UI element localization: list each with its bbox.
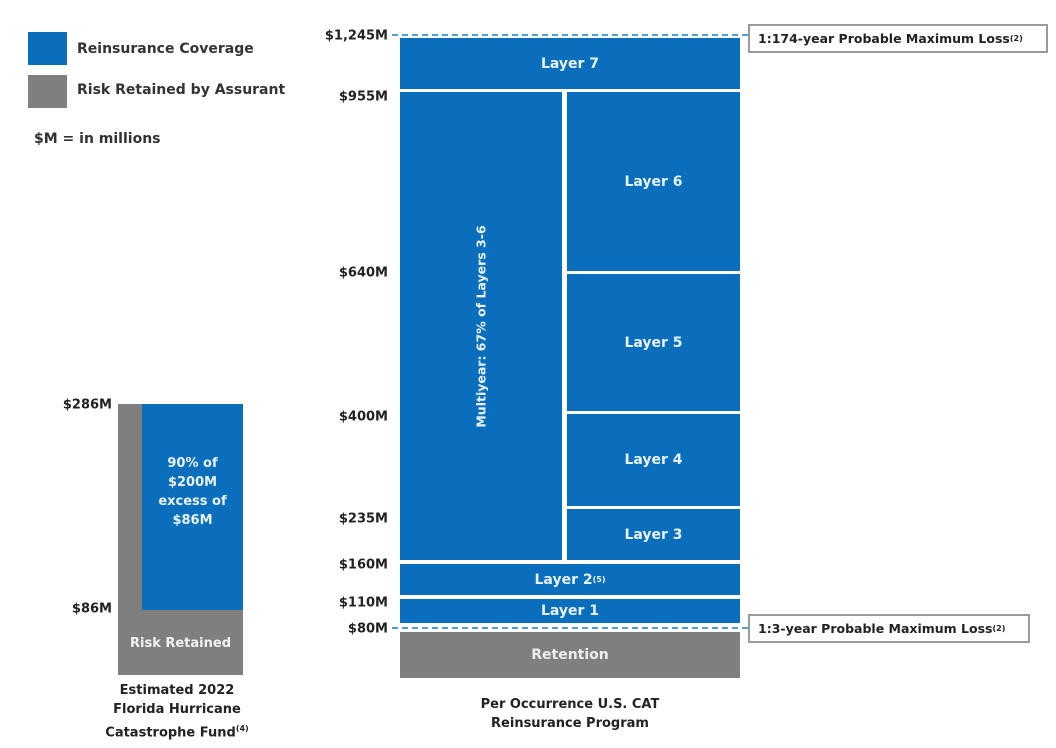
fhcf-y-label-bottom: $86M — [71, 601, 112, 617]
program-caption: Per Occurrence U.S. CAT Reinsurance Prog… — [440, 695, 700, 733]
pml-174-box: 1:174-year Probable Maximum Loss (2) — [748, 24, 1048, 53]
program-caption-line: Per Occurrence U.S. CAT — [480, 697, 660, 712]
fhcf-caption: Estimated 2022 Florida Hurricane Catastr… — [77, 681, 277, 742]
y-label-400: $400M — [338, 409, 388, 425]
layer-6: Layer 6 — [567, 92, 740, 271]
program-caption-line: Reinsurance Program — [491, 716, 649, 731]
legend-swatch-retained — [28, 75, 67, 108]
legend-label-retained: Risk Retained by Assurant — [77, 82, 286, 98]
fhcf-coverage-block: 90% of $200M excess of $86M — [142, 404, 243, 610]
footnote-marker: (5) — [592, 575, 606, 584]
fhcf-risk-retained-label: Risk Retained — [118, 612, 243, 675]
legend-label-reinsurance: Reinsurance Coverage — [77, 41, 254, 57]
fhcf-coverage-line: $86M — [172, 513, 213, 528]
layer-1: Layer 1 — [400, 599, 740, 623]
footnote-marker: (2) — [1009, 34, 1023, 43]
footnote-marker: (2) — [992, 624, 1006, 633]
pml-174-label: 1:174-year Probable Maximum Loss — [758, 31, 1010, 46]
fhcf-caption-text: Catastrophe Fund — [105, 725, 236, 741]
layer-5: Layer 5 — [567, 274, 740, 411]
layer-2-label: Layer 2 — [534, 571, 593, 588]
retention-block: Retention — [400, 632, 740, 678]
pml-174-dashed-line — [392, 34, 748, 36]
footnote-marker: (4) — [235, 724, 249, 733]
fhcf-coverage-line: $200M — [167, 475, 218, 490]
units-note: $M = in millions — [34, 131, 161, 147]
fhcf-coverage-line: 90% of — [167, 456, 218, 471]
fhcf-caption-line: Catastrophe Fund(4) — [77, 719, 277, 742]
fhcf-caption-line: Florida Hurricane — [113, 702, 241, 717]
layer-2: Layer 2 (5) — [400, 564, 740, 595]
fhcf-caption-line: Estimated 2022 — [119, 683, 235, 698]
y-label-110: $110M — [338, 595, 388, 611]
pml-3-box: 1:3-year Probable Maximum Loss (2) — [748, 614, 1030, 643]
layer-7: Layer 7 — [400, 38, 740, 89]
y-label-80: $80M — [347, 621, 388, 637]
y-label-235: $235M — [338, 511, 388, 527]
layer-4: Layer 4 — [567, 414, 740, 506]
y-label-955: $955M — [338, 89, 388, 105]
y-label-640: $640M — [338, 265, 388, 281]
fhcf-y-label-top: $286M — [62, 397, 112, 413]
y-label-160: $160M — [338, 557, 388, 573]
multiyear-label: Multiyear: 67% of Layers 3-6 — [473, 224, 489, 428]
legend-swatch-reinsurance — [28, 32, 67, 65]
pml-3-dashed-line — [392, 627, 748, 629]
layer-3: Layer 3 — [567, 509, 740, 560]
fhcf-coverage-line: excess of — [158, 494, 227, 509]
pml-3-label: 1:3-year Probable Maximum Loss — [758, 621, 993, 636]
multiyear-block: Multiyear: 67% of Layers 3-6 — [400, 92, 562, 560]
y-label-1245: $1,245M — [324, 28, 388, 44]
